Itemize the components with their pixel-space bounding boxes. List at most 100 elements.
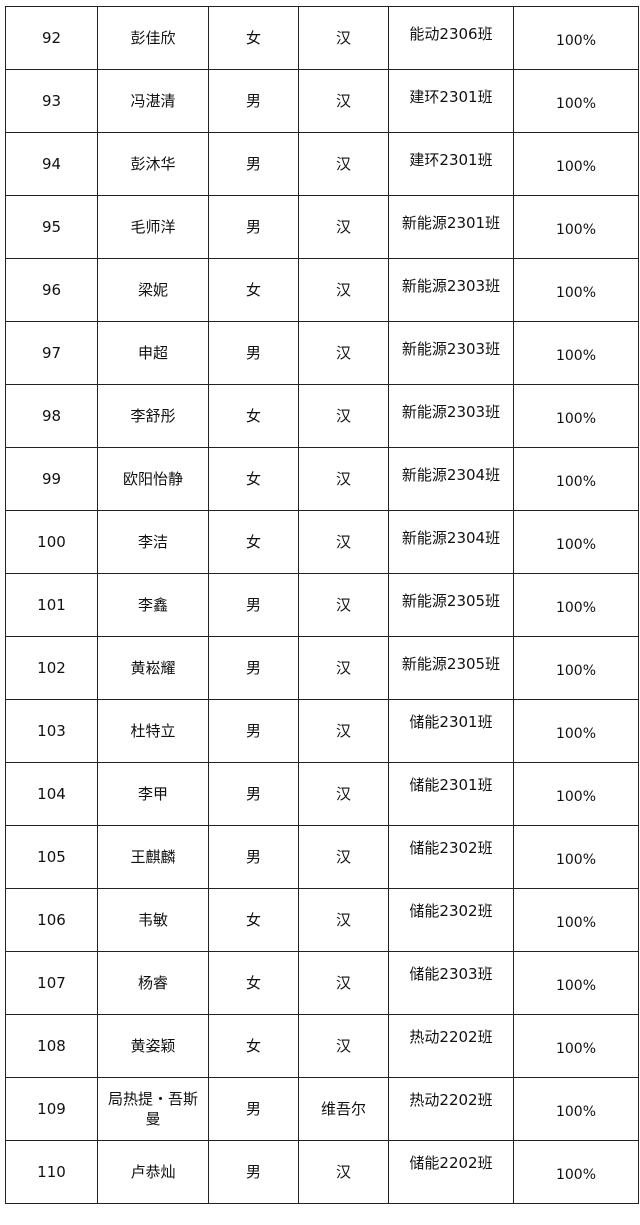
class-name-cell: 新能源2304班 [388,447,514,511]
student-name-cell: 梁妮 [97,258,209,322]
rate-cell: 100% [513,762,639,826]
class-name-cell: 建环2301班 [388,132,514,196]
row-number-cell: 105 [5,825,98,889]
rate-cell: 100% [513,699,639,763]
ethnicity-cell: 汉 [298,1140,389,1204]
table-row: 93 冯湛清男汉建环2301班 100% [5,69,639,133]
rate-cell: 100% [513,447,639,511]
table-row: 97 申超男汉新能源2303班 100% [5,321,639,385]
ethnicity-cell: 汉 [298,132,389,196]
gender-cell: 男 [208,195,299,259]
class-name-cell: 能动2306班 [388,6,514,70]
rate-cell: 100% [513,1077,639,1141]
rate-cell: 100% [513,888,639,952]
class-name-cell: 储能2302班 [388,825,514,889]
table-row: 105 王麒麟男汉储能2302班 100% [5,825,639,889]
gender-cell: 男 [208,825,299,889]
table-row: 107 杨睿女汉储能2303班 100% [5,951,639,1015]
table-row: 94 彭沐华男汉建环2301班 100% [5,132,639,196]
class-name-cell: 新能源2301班 [388,195,514,259]
rate-cell: 100% [513,636,639,700]
class-name-cell: 储能2202班 [388,1140,514,1204]
student-name-cell: 黄崧耀 [97,636,209,700]
class-name-cell: 新能源2305班 [388,573,514,637]
class-name-cell: 储能2301班 [388,699,514,763]
gender-cell: 男 [208,573,299,637]
table-row: 102 黄崧耀男汉新能源2305班 100% [5,636,639,700]
student-name-cell: 卢恭灿 [97,1140,209,1204]
class-name-cell: 新能源2305班 [388,636,514,700]
gender-cell: 女 [208,447,299,511]
rate-cell: 100% [513,951,639,1015]
student-name-cell: 毛师洋 [97,195,209,259]
rate-cell: 100% [513,1014,639,1078]
gender-cell: 女 [208,6,299,70]
gender-cell: 女 [208,510,299,574]
table-row: 106 韦敏女汉储能2302班 100% [5,888,639,952]
ethnicity-cell: 汉 [298,951,389,1015]
rate-cell: 100% [513,132,639,196]
rate-cell: 100% [513,384,639,448]
row-number-cell: 95 [5,195,98,259]
ethnicity-cell: 汉 [298,6,389,70]
ethnicity-cell: 汉 [298,573,389,637]
row-number-cell: 92 [5,6,98,70]
gender-cell: 男 [208,1140,299,1204]
class-name-cell: 储能2302班 [388,888,514,952]
class-name-cell: 新能源2303班 [388,321,514,385]
class-name-cell: 新能源2303班 [388,258,514,322]
ethnicity-cell: 汉 [298,384,389,448]
ethnicity-cell: 汉 [298,699,389,763]
student-name-cell: 李甲 [97,762,209,826]
row-number-cell: 104 [5,762,98,826]
row-number-cell: 97 [5,321,98,385]
student-name-cell: 冯湛清 [97,69,209,133]
table-row: 101 李鑫男汉新能源2305班 100% [5,573,639,637]
gender-cell: 女 [208,951,299,1015]
gender-cell: 男 [208,132,299,196]
rate-cell: 100% [513,321,639,385]
table-row: 92 彭佳欣女汉能动2306班 100% [5,6,639,70]
student-table: 92 彭佳欣女汉能动2306班 100% 93 冯湛清男汉建环2301班 100% 94 彭沐… [5,6,639,1204]
rate-cell: 100% [513,69,639,133]
table-row: 109 局热提・吾斯曼男维吾尔 热动2202班 100% [5,1077,639,1141]
student-name-cell: 杨睿 [97,951,209,1015]
row-number-cell: 98 [5,384,98,448]
rate-cell: 100% [513,1140,639,1204]
ethnicity-cell: 汉 [298,321,389,385]
student-name-cell: 局热提・吾斯曼 [97,1077,209,1141]
row-number-cell: 94 [5,132,98,196]
table-row: 99 欧阳怡静女汉新能源2304班 100% [5,447,639,511]
row-number-cell: 102 [5,636,98,700]
ethnicity-cell: 汉 [298,762,389,826]
rate-cell: 100% [513,825,639,889]
row-number-cell: 99 [5,447,98,511]
ethnicity-cell: 汉 [298,636,389,700]
rate-cell: 100% [513,6,639,70]
class-name-cell: 新能源2304班 [388,510,514,574]
gender-cell: 男 [208,69,299,133]
row-number-cell: 109 [5,1077,98,1141]
row-number-cell: 100 [5,510,98,574]
gender-cell: 女 [208,888,299,952]
table-row: 96 梁妮女汉新能源2303班 100% [5,258,639,322]
class-name-cell: 热动2202班 [388,1077,514,1141]
ethnicity-cell: 汉 [298,1014,389,1078]
row-number-cell: 106 [5,888,98,952]
student-name-cell: 黄姿颖 [97,1014,209,1078]
gender-cell: 女 [208,1014,299,1078]
row-number-cell: 108 [5,1014,98,1078]
ethnicity-cell: 汉 [298,510,389,574]
student-name-cell: 李舒彤 [97,384,209,448]
class-name-cell: 新能源2303班 [388,384,514,448]
ethnicity-cell: 汉 [298,195,389,259]
student-name-cell: 李洁 [97,510,209,574]
gender-cell: 男 [208,636,299,700]
student-name-cell: 王麒麟 [97,825,209,889]
gender-cell: 男 [208,699,299,763]
student-name-cell: 彭佳欣 [97,6,209,70]
table-row: 108 黄姿颖女汉热动2202班 100% [5,1014,639,1078]
student-name-cell: 申超 [97,321,209,385]
class-name-cell: 建环2301班 [388,69,514,133]
ethnicity-cell: 汉 [298,888,389,952]
